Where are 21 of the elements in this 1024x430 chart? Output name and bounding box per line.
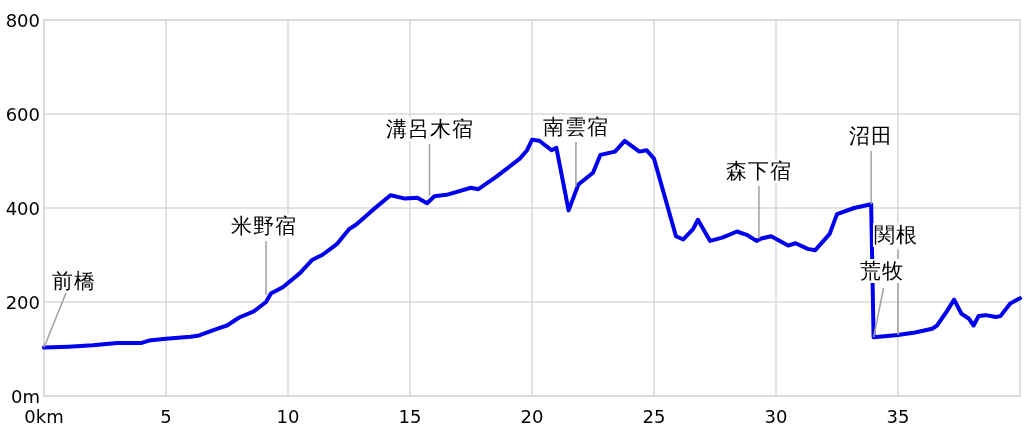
annotation: 関根 — [874, 223, 918, 247]
x-tick-label: 5 — [160, 406, 172, 427]
annotation: 荒牧 — [859, 259, 904, 283]
x-tick-label: 30 — [764, 406, 788, 427]
annotation: 森下宿 — [725, 159, 792, 183]
y-tick-label: 800 — [5, 10, 40, 31]
y-tick-label: 600 — [5, 104, 40, 125]
annotation: 溝呂木宿 — [385, 117, 474, 141]
x-tick-label: 25 — [642, 406, 666, 427]
x-tick-label: 35 — [886, 406, 910, 427]
y-tick-label: 0m — [11, 386, 40, 407]
x-tick-label: 15 — [398, 406, 422, 427]
annotation: 米野宿 — [231, 214, 298, 238]
x-tick-label: 0km — [24, 406, 64, 427]
y-tick-label: 400 — [5, 198, 40, 219]
annotation: 南雲宿 — [542, 115, 609, 139]
x-tick-label: 10 — [276, 406, 300, 427]
annotation: 前橋 — [52, 269, 96, 293]
y-tick-label: 200 — [5, 292, 40, 313]
annotation: 沼田 — [849, 124, 894, 148]
x-tick-label: 20 — [520, 406, 544, 427]
